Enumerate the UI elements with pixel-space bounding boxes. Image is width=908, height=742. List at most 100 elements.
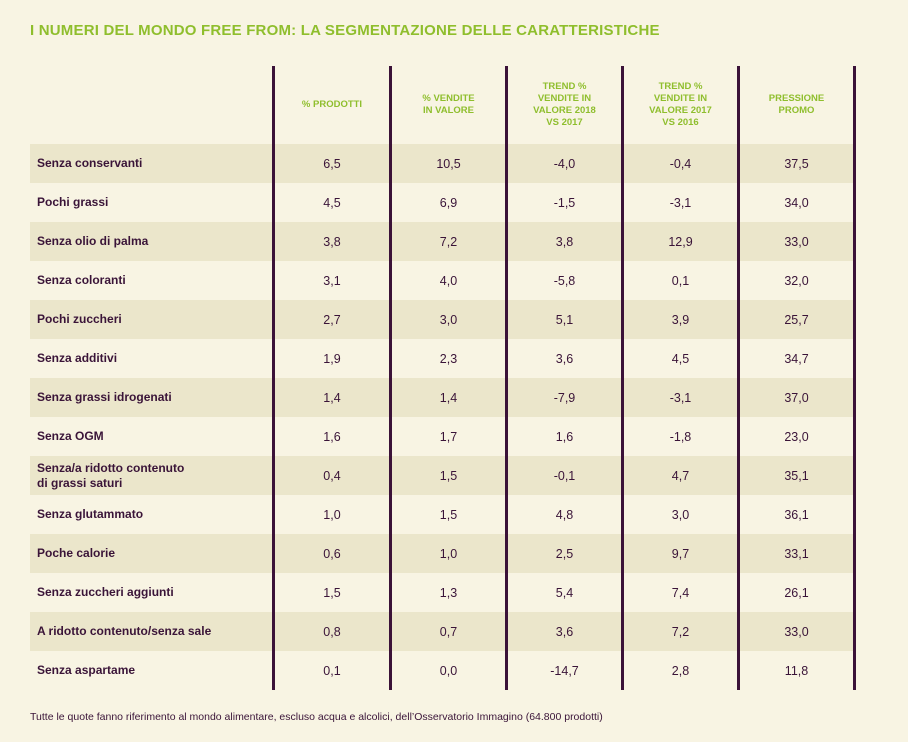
table-cell: 9,7 xyxy=(671,546,690,561)
row-label: Pochi zuccheri xyxy=(37,312,122,326)
table-cell: 7,2 xyxy=(671,624,690,639)
row-label: Senza conservanti xyxy=(37,156,143,170)
column-divider xyxy=(389,66,392,690)
row-label: Pochi grassi xyxy=(37,195,109,209)
table-cell: 37,0 xyxy=(784,390,809,405)
table-cell: 0,0 xyxy=(439,663,458,678)
row-label: Senza glutammato xyxy=(37,507,144,521)
table-row: A ridotto contenuto/senza sale 0,8 0,7 3,6 7… xyxy=(30,612,854,651)
column-divider xyxy=(272,66,275,690)
table-cell: 33,0 xyxy=(784,234,809,249)
table-row: Pochi zuccheri 2,7 3,0 5,1 3,9 25,7 xyxy=(30,300,854,339)
table-cell: 4,0 xyxy=(439,273,458,288)
table-row: Senza glutammato 1,0 1,5 4,8 3,0 36,1 xyxy=(30,495,854,534)
table-cell: 26,1 xyxy=(784,585,809,600)
table-cell: 1,6 xyxy=(555,429,574,444)
table-cell: -1,5 xyxy=(553,195,576,210)
table-cell: 3,1 xyxy=(323,273,341,288)
table-cell: 3,0 xyxy=(439,312,458,327)
table-cell: 12,9 xyxy=(668,234,693,249)
table-cell: 1,5 xyxy=(439,507,458,522)
table-row: Senza olio di palma 3,8 7,2 3,8 12,9 33,0 xyxy=(30,222,854,261)
table-cell: 0,6 xyxy=(323,546,341,561)
column-header: TREND % VENDITE IN VALORE 2018 VS 2017 xyxy=(533,81,596,128)
table-cell: 7,4 xyxy=(671,585,690,600)
table-cell: 4,7 xyxy=(671,468,690,483)
column-header: TREND % VENDITE IN VALORE 2017 VS 2016 xyxy=(649,81,712,128)
table-cell: 25,7 xyxy=(784,312,809,327)
table-cell: 3,8 xyxy=(323,234,341,249)
table-row: Senza additivi 1,9 2,3 3,6 4,5 34,7 xyxy=(30,339,854,378)
table-cell: 1,0 xyxy=(439,546,458,561)
table-row: Senza coloranti 3,1 4,0 -5,8 0,1 32,0 xyxy=(30,261,854,300)
table-cell: 32,0 xyxy=(784,273,809,288)
table-cell: 1,0 xyxy=(323,507,341,522)
table-cell: 3,6 xyxy=(555,624,574,639)
row-label: Senza OGM xyxy=(37,429,104,443)
table-row: Pochi grassi 4,5 6,9 -1,5 -3,1 34,0 xyxy=(30,183,854,222)
footnote: Tutte le quote fanno riferimento al mond… xyxy=(30,711,603,723)
table-cell: -3,1 xyxy=(669,195,692,210)
table-cell: 5,1 xyxy=(555,312,574,327)
row-label: Poche calorie xyxy=(37,546,116,560)
table-cell: 1,4 xyxy=(323,390,341,405)
table-cell: 11,8 xyxy=(784,663,809,678)
table-cell: 33,0 xyxy=(784,624,809,639)
table-cell: 10,5 xyxy=(436,156,461,171)
column-header: % VENDITE IN VALORE xyxy=(422,93,475,116)
table-cell: -1,8 xyxy=(669,429,692,444)
table-cell: 1,3 xyxy=(439,585,458,600)
table-cell: 1,6 xyxy=(323,429,341,444)
table-cell: 0,1 xyxy=(671,273,690,288)
table-cell: -14,7 xyxy=(550,663,579,678)
table-row: Senza OGM 1,6 1,7 1,6 -1,8 23,0 xyxy=(30,417,854,456)
column-header: % PRODOTTI xyxy=(301,99,363,110)
table-cell: 7,2 xyxy=(439,234,458,249)
table-cell: 36,1 xyxy=(784,507,809,522)
row-label: Senza coloranti xyxy=(37,273,126,287)
table-cell: 34,7 xyxy=(784,351,809,366)
row-label: A ridotto contenuto/senza sale xyxy=(37,624,212,638)
table-cell: 5,4 xyxy=(555,585,574,600)
table-cell: -7,9 xyxy=(553,390,576,405)
row-label: Senza grassi idrogenati xyxy=(37,390,172,404)
table-cell: 35,1 xyxy=(784,468,809,483)
table-row: Senza grassi idrogenati 1,4 1,4 -7,9 -3,1 37,… xyxy=(30,378,854,417)
table-row: Senza aspartame 0,1 0,0 -14,7 2,8 11,8 xyxy=(30,651,854,690)
table-cell: 37,5 xyxy=(784,156,809,171)
row-label: Senza zuccheri aggiunti xyxy=(37,585,174,599)
table-row: Poche calorie 0,6 1,0 2,5 9,7 33,1 xyxy=(30,534,854,573)
table-cell: -5,8 xyxy=(553,273,576,288)
table-cell: 1,7 xyxy=(439,429,458,444)
table-cell: 3,8 xyxy=(555,234,574,249)
column-divider xyxy=(853,66,856,690)
row-label: Senza olio di palma xyxy=(37,234,149,248)
table-cell: 0,4 xyxy=(323,468,341,483)
column-header: PRESSIONE PROMO xyxy=(768,93,825,116)
column-divider xyxy=(621,66,624,690)
table-cell: 3,6 xyxy=(555,351,574,366)
table-row: Senza/a ridotto contenuto di grassi satu… xyxy=(30,456,854,495)
table-cell: 4,5 xyxy=(323,195,341,210)
table-cell: -0,4 xyxy=(669,156,692,171)
table-cell: 34,0 xyxy=(784,195,809,210)
table-cell: -3,1 xyxy=(669,390,692,405)
table-cell: 0,1 xyxy=(323,663,341,678)
table-cell: 2,8 xyxy=(671,663,690,678)
table-cell: -0,1 xyxy=(553,468,576,483)
table-cell: 3,9 xyxy=(671,312,690,327)
table-cell: 0,7 xyxy=(439,624,458,639)
table-cell: 1,5 xyxy=(323,585,341,600)
table-cell: 6,9 xyxy=(439,195,458,210)
table-row: Senza zuccheri aggiunti 1,5 1,3 5,4 7,4 26,1 xyxy=(30,573,854,612)
row-label: Senza/a ridotto contenuto di grassi satu… xyxy=(37,460,185,490)
table-cell: 2,3 xyxy=(439,351,458,366)
table-row: Senza conservanti 6,5 10,5 -4,0 -0,4 37,5 xyxy=(30,144,854,183)
table-cell: 1,4 xyxy=(439,390,458,405)
table-cell: 33,1 xyxy=(784,546,809,561)
table-cell: 1,5 xyxy=(439,468,458,483)
table-cell: 2,5 xyxy=(555,546,574,561)
table-cell: 4,8 xyxy=(555,507,574,522)
page-title: I NUMERI DEL MONDO FREE FROM: LA SEGMENT… xyxy=(30,22,660,39)
row-label: Senza aspartame xyxy=(37,663,136,677)
